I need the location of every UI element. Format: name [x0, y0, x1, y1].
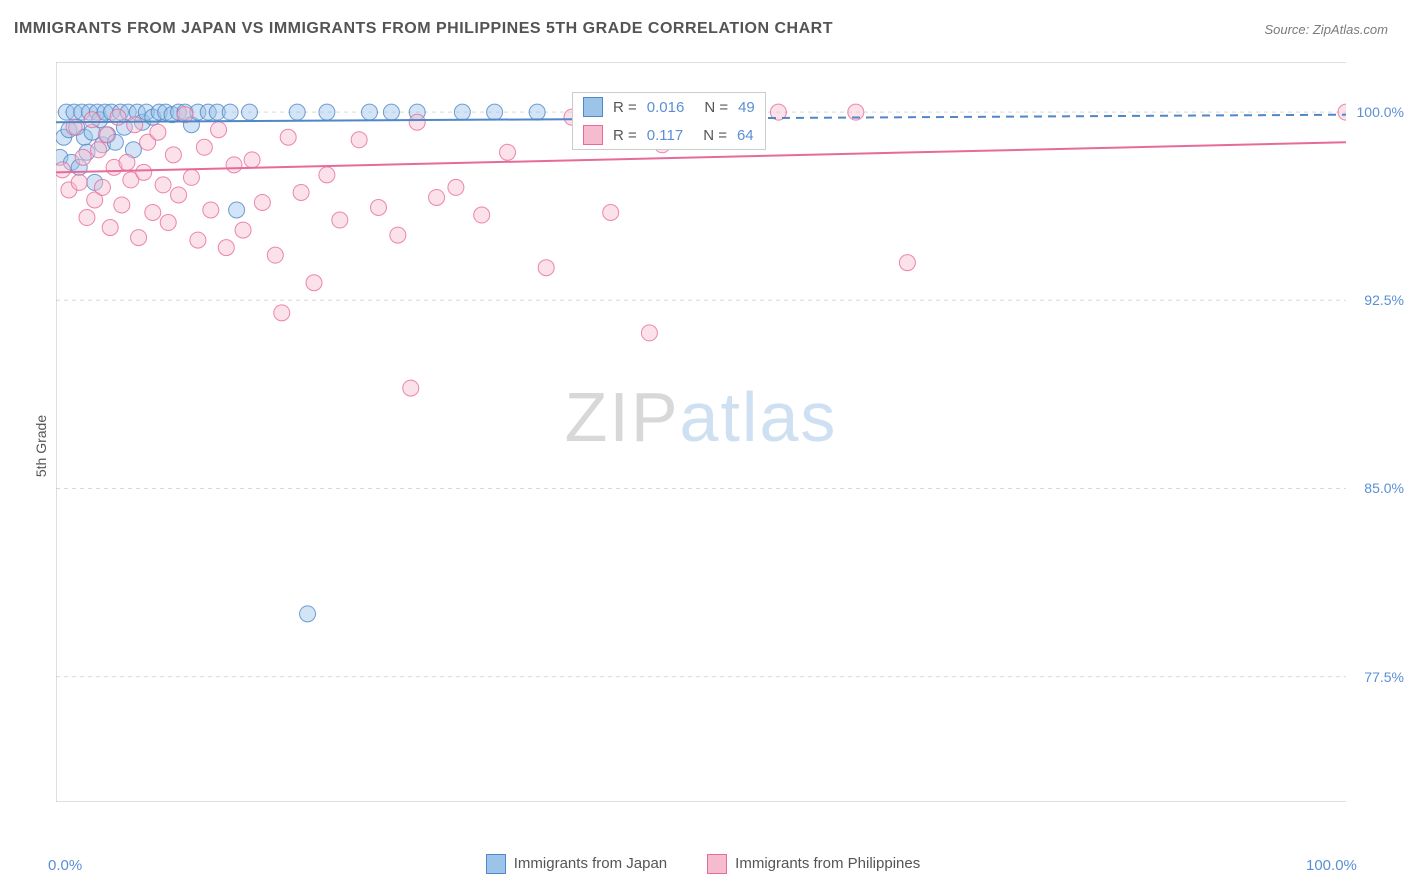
n-value: 64: [737, 127, 754, 144]
chart-title: IMMIGRANTS FROM JAPAN VS IMMIGRANTS FROM…: [14, 20, 833, 38]
r-value: 0.117: [647, 127, 683, 144]
y-tick-label: 77.5%: [1364, 669, 1404, 685]
legend-item: Immigrants from Philippines: [707, 854, 920, 874]
y-tick-label: 100.0%: [1357, 104, 1404, 120]
legend-label: Immigrants from Philippines: [735, 855, 920, 872]
series-swatch: [583, 97, 603, 117]
legend-swatch: [486, 854, 506, 874]
y-tick-label: 85.0%: [1364, 480, 1404, 496]
r-value: 0.016: [647, 99, 685, 116]
bottom-legend: Immigrants from Japan Immigrants from Phi…: [0, 854, 1406, 874]
chart-plot-area: ZIPatlas R =0.016N =49R =0.117N =64 77.5…: [56, 62, 1346, 802]
r-label: R =: [613, 99, 637, 116]
legend-label: Immigrants from Japan: [514, 855, 667, 872]
n-label: N =: [703, 127, 727, 144]
stats-row: R = 0.117 N = 64: [573, 121, 765, 149]
y-tick-label: 92.5%: [1364, 292, 1404, 308]
chart-svg: [56, 62, 1346, 802]
stats-row: R = 0.016 N = 49: [573, 93, 765, 121]
source-name: ZipAtlas.com: [1313, 22, 1388, 37]
r-label: R =: [613, 127, 637, 144]
n-label: N =: [704, 99, 728, 116]
source-prefix: Source:: [1264, 22, 1312, 37]
n-value: 49: [738, 99, 755, 116]
series-swatch: [583, 125, 603, 145]
source-label: Source: ZipAtlas.com: [1264, 22, 1388, 37]
y-axis-label: 5th Grade: [33, 415, 49, 477]
stats-legend-box: R = 0.016 N = 49 R = 0.117 N = 64: [572, 92, 766, 150]
legend-swatch: [707, 854, 727, 874]
legend-item: Immigrants from Japan: [486, 854, 667, 874]
